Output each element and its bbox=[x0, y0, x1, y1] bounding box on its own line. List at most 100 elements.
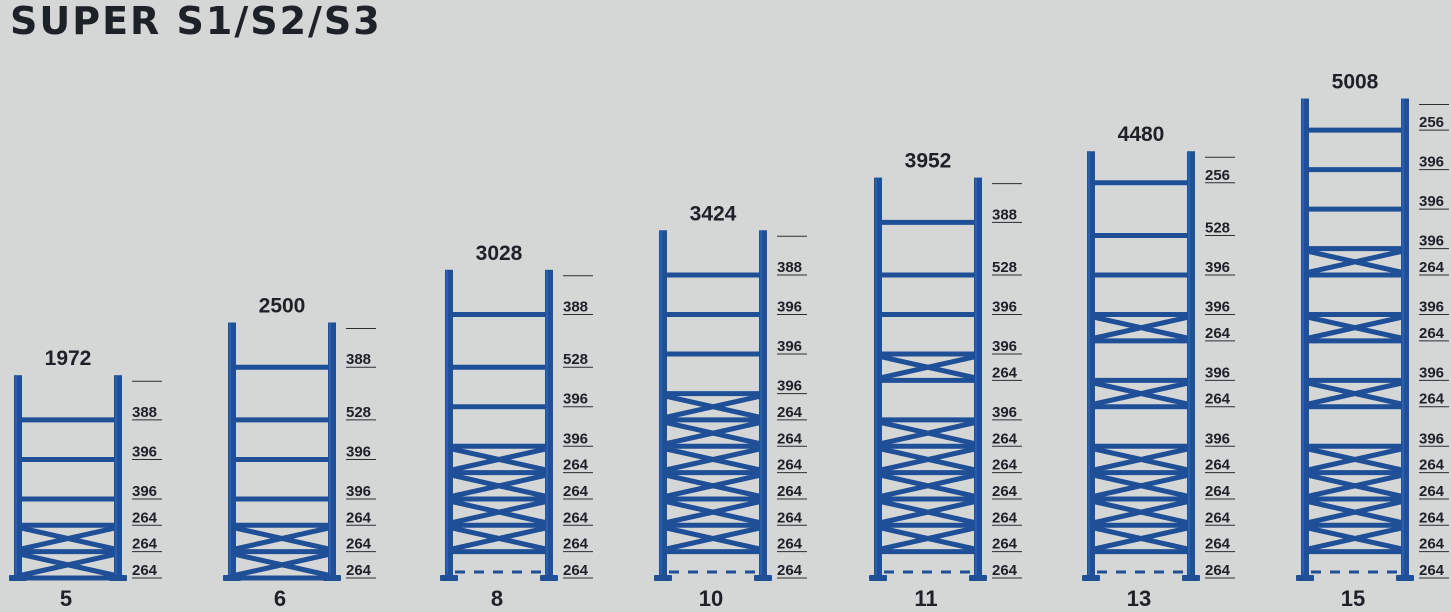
frame-4-brace-b-9 bbox=[877, 498, 979, 526]
frame-4-brace-b-8 bbox=[877, 472, 979, 500]
frame-4-dim-label-5: 396 bbox=[992, 404, 1017, 421]
frame-0-dim-label-5: 264 bbox=[132, 562, 158, 579]
frame-2: 3028 8 388 528 396 396 264 264 264 264 264 bbox=[440, 242, 593, 611]
frame-2-brace-b-7 bbox=[448, 524, 550, 553]
frame-5-height-label: 4480 bbox=[1118, 123, 1165, 146]
frame-5-brace-b-8 bbox=[1090, 445, 1192, 474]
frame-6-brace-b-4 bbox=[1304, 248, 1406, 276]
frame-3-height-label: 3424 bbox=[690, 202, 737, 225]
frame-3: 3424 10 388 396 396 396 264 264 264 264 264 264 264 bbox=[654, 202, 807, 611]
frame-1-dim-label-3: 396 bbox=[346, 483, 371, 500]
frame-2-brace-b-6 bbox=[448, 498, 550, 526]
frame-3-dim-label-7: 264 bbox=[777, 483, 803, 500]
frame-0-dim-label-0: 388 bbox=[132, 404, 157, 421]
frame-4-upright-shine-0 bbox=[875, 177, 877, 578]
frame-2-count-label: 8 bbox=[491, 586, 503, 611]
frame-2-dim-label-5: 264 bbox=[563, 483, 589, 500]
frame-1-brace-b-5 bbox=[231, 524, 333, 553]
frame-0: 1972 5 388 396 396 264 264 264 bbox=[9, 347, 162, 611]
frame-5-dim-label-4: 264 bbox=[1205, 325, 1231, 342]
frame-5-brace-b-6 bbox=[1090, 379, 1192, 408]
frame-4-dim-label-11: 264 bbox=[992, 562, 1018, 579]
frame-6-count-label: 15 bbox=[1341, 586, 1365, 611]
frame-1-brace-b-6 bbox=[231, 551, 333, 579]
frame-5-dim-label-2: 396 bbox=[1205, 259, 1230, 276]
frame-3-brace-b-4 bbox=[662, 393, 764, 421]
frame-0-upright-left bbox=[14, 375, 22, 578]
frame-6-baseplate-0 bbox=[1296, 575, 1314, 581]
frame-2-upright-left bbox=[445, 269, 453, 578]
frame-4: 3952 11 388 528 396 396 264 396 264 264 264 264 264 2… bbox=[869, 150, 1022, 611]
frame-6-dim-label-9: 396 bbox=[1419, 430, 1444, 447]
frame-0-baseplate-0 bbox=[9, 575, 27, 581]
frame-6-brace-b-8 bbox=[1304, 379, 1406, 408]
frame-5-dim-label-3: 396 bbox=[1205, 299, 1230, 316]
frame-5-baseplate-1 bbox=[1182, 575, 1200, 581]
frame-6-upright-shine-0 bbox=[1302, 98, 1304, 578]
frame-3-dim-label-6: 264 bbox=[777, 457, 803, 474]
frame-5-dim-label-5: 396 bbox=[1205, 364, 1230, 381]
frame-1: 2500 6 388 528 396 396 264 264 264 bbox=[223, 295, 376, 611]
frame-3-dim-label-5: 264 bbox=[777, 430, 803, 447]
frame-3-count-label: 10 bbox=[699, 586, 723, 611]
frame-5-dim-label-0: 256 bbox=[1205, 167, 1230, 184]
frame-4-dim-label-4: 264 bbox=[992, 364, 1018, 381]
frame-4-dim-label-0: 388 bbox=[992, 206, 1017, 223]
frame-6-brace-b-6 bbox=[1304, 314, 1406, 342]
frame-0-dim-label-3: 264 bbox=[132, 509, 158, 526]
frame-2-baseplate-0 bbox=[440, 575, 458, 581]
frame-6-dim-label-8: 264 bbox=[1419, 391, 1445, 408]
frame-4-dim-label-10: 264 bbox=[992, 536, 1018, 553]
frame-4-brace-b-4 bbox=[877, 353, 979, 381]
frame-2-dim-label-3: 396 bbox=[563, 430, 588, 447]
frame-4-baseplate-1 bbox=[969, 575, 987, 581]
frame-1-height-label: 2500 bbox=[259, 295, 306, 318]
frame-0-dim-label-1: 396 bbox=[132, 443, 157, 460]
frame-5-dim-label-12: 264 bbox=[1205, 562, 1231, 579]
frame-4-height-label: 3952 bbox=[905, 150, 952, 173]
frame-6-brace-b-11 bbox=[1304, 472, 1406, 500]
frame-5-baseplate-0 bbox=[1082, 575, 1100, 581]
frame-1-dim-label-6: 264 bbox=[346, 562, 372, 579]
frame-0-baseplate-1 bbox=[109, 575, 127, 581]
frame-4-dim-label-8: 264 bbox=[992, 483, 1018, 500]
frame-6-brace-b-13 bbox=[1304, 524, 1406, 553]
frame-4-brace-b-6 bbox=[877, 419, 979, 447]
frame-0-brace-b-5 bbox=[17, 551, 119, 579]
frame-1-upright-left bbox=[228, 322, 236, 578]
frame-3-dim-label-2: 396 bbox=[777, 338, 802, 355]
frame-1-baseplate-1 bbox=[323, 575, 341, 581]
frame-5-upright-left bbox=[1087, 151, 1095, 578]
frames-layer: 1972 5 388 396 396 264 264 264 2500 6 388 528 396 396… bbox=[9, 71, 1449, 611]
frame-2-brace-b-4 bbox=[448, 445, 550, 474]
frame-0-height-label: 1972 bbox=[45, 347, 92, 370]
frame-3-dim-label-9: 264 bbox=[777, 536, 803, 553]
frame-6-upright-right bbox=[1401, 98, 1409, 578]
frame-5-brace-b-9 bbox=[1090, 472, 1192, 500]
frame-6-dim-label-14: 264 bbox=[1419, 562, 1445, 579]
frame-6-baseplate-1 bbox=[1396, 575, 1414, 581]
frame-5-brace-b-11 bbox=[1090, 524, 1192, 553]
frame-0-dim-label-4: 264 bbox=[132, 536, 158, 553]
frame-3-dim-label-4: 264 bbox=[777, 404, 803, 421]
frame-6-dim-label-7: 396 bbox=[1419, 364, 1444, 381]
frame-3-upright-shine-0 bbox=[660, 230, 662, 579]
frame-2-dim-label-4: 264 bbox=[563, 457, 589, 474]
frame-5-brace-b-10 bbox=[1090, 498, 1192, 526]
frame-5-dim-label-7: 396 bbox=[1205, 430, 1230, 447]
frame-6-height-label: 5008 bbox=[1332, 71, 1379, 94]
frame-1-upright-shine-1 bbox=[329, 322, 331, 578]
frame-5-upright-shine-0 bbox=[1088, 151, 1090, 578]
frame-3-baseplate-1 bbox=[754, 575, 772, 581]
frame-6-upright-shine-1 bbox=[1402, 98, 1404, 578]
frame-4-dim-label-3: 396 bbox=[992, 338, 1017, 355]
frame-5-count-label: 13 bbox=[1127, 586, 1151, 611]
frame-2-dim-label-2: 396 bbox=[563, 391, 588, 408]
frame-1-baseplate-0 bbox=[223, 575, 241, 581]
frame-2-dim-label-6: 264 bbox=[563, 509, 589, 526]
frame-5-upright-shine-1 bbox=[1188, 151, 1190, 578]
frame-4-baseplate-0 bbox=[869, 575, 887, 581]
frame-0-count-label: 5 bbox=[60, 586, 72, 611]
frame-1-dim-label-5: 264 bbox=[346, 536, 372, 553]
